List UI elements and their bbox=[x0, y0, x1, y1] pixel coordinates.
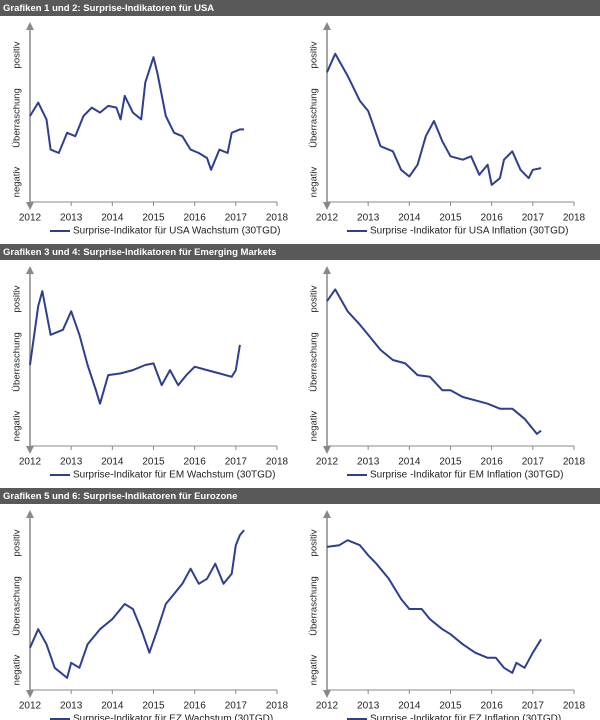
legend-label: Surprise-Indikator für USA Wachstum (30T… bbox=[73, 226, 280, 237]
x-tick-label: 2012 bbox=[19, 701, 42, 712]
x-tick-label: 2014 bbox=[101, 701, 124, 712]
x-tick-label: 2013 bbox=[357, 457, 380, 468]
x-tick-label: 2013 bbox=[357, 701, 380, 712]
x-tick-label: 2014 bbox=[101, 213, 124, 224]
x-tick-label: 2014 bbox=[398, 213, 421, 224]
legend-label: Surprise-Indikator für EZ Wachstum (30TG… bbox=[73, 714, 273, 720]
x-tick-label: 2015 bbox=[439, 457, 462, 468]
x-tick-label: 2014 bbox=[398, 457, 421, 468]
section-title: Grafiken 3 und 4: Surprise-Indikatoren f… bbox=[3, 247, 276, 258]
series-line bbox=[29, 529, 245, 679]
x-tick-label: 2018 bbox=[563, 213, 586, 224]
y-axis-label: positiv bbox=[12, 41, 23, 68]
series-line bbox=[326, 288, 542, 435]
x-tick-label: 2016 bbox=[481, 457, 504, 468]
x-tick-label: 2012 bbox=[19, 457, 42, 468]
arrow-up bbox=[323, 510, 331, 518]
legend-label: Surprise-Indikator für EM Wachstum (30TG… bbox=[73, 470, 275, 481]
series-line bbox=[326, 52, 542, 186]
x-tick-label: 2017 bbox=[225, 213, 248, 224]
x-tick-label: 2016 bbox=[481, 701, 504, 712]
x-tick-label: 2018 bbox=[266, 701, 289, 712]
arrow-up bbox=[26, 22, 34, 30]
x-tick-label: 2015 bbox=[439, 213, 462, 224]
x-tick-label: 2012 bbox=[316, 701, 339, 712]
y-axis-label: Überraschung bbox=[309, 576, 320, 636]
arrow-up bbox=[26, 266, 34, 274]
x-tick-label: 2015 bbox=[142, 457, 165, 468]
y-axis-label: positiv bbox=[309, 285, 320, 312]
y-axis-label: negativ bbox=[309, 410, 320, 441]
x-tick-label: 2014 bbox=[398, 701, 421, 712]
x-tick-label: 2018 bbox=[266, 213, 289, 224]
legend-label: Surprise -Indikator für EM Inflation (30… bbox=[370, 470, 563, 481]
x-tick-label: 2013 bbox=[60, 213, 83, 224]
arrow-up bbox=[323, 22, 331, 30]
section-header bbox=[0, 488, 600, 504]
y-axis-label: positiv bbox=[12, 285, 23, 312]
y-axis-label: Überraschung bbox=[12, 332, 23, 392]
x-tick-label: 2017 bbox=[225, 457, 248, 468]
x-tick-label: 2016 bbox=[184, 701, 207, 712]
series-line bbox=[326, 539, 542, 674]
x-tick-label: 2013 bbox=[60, 701, 83, 712]
x-tick-label: 2015 bbox=[439, 701, 462, 712]
x-tick-label: 2013 bbox=[357, 213, 380, 224]
x-tick-label: 2016 bbox=[481, 213, 504, 224]
y-axis-label: positiv bbox=[12, 529, 23, 556]
x-tick-label: 2017 bbox=[225, 701, 248, 712]
x-tick-label: 2016 bbox=[184, 213, 207, 224]
x-tick-label: 2012 bbox=[19, 213, 42, 224]
y-axis-label: Überraschung bbox=[309, 332, 320, 392]
arrow-up bbox=[323, 266, 331, 274]
x-tick-label: 2015 bbox=[142, 701, 165, 712]
y-axis-label: negativ bbox=[12, 410, 23, 441]
legend-label: Surprise -Indikator für USA Inflation (3… bbox=[370, 226, 568, 237]
y-axis-label: Überraschung bbox=[12, 88, 23, 148]
section-header bbox=[0, 244, 600, 260]
section-title: Grafiken 5 und 6: Surprise-Indikatoren f… bbox=[3, 491, 237, 502]
y-axis-label: negativ bbox=[12, 166, 23, 197]
arrow-up bbox=[26, 510, 34, 518]
x-tick-label: 2012 bbox=[316, 213, 339, 224]
x-tick-label: 2016 bbox=[184, 457, 207, 468]
y-axis-label: negativ bbox=[309, 166, 320, 197]
section-title: Grafiken 1 und 2: Surprise-Indikatoren f… bbox=[3, 3, 214, 14]
x-tick-label: 2014 bbox=[101, 457, 124, 468]
x-tick-label: 2015 bbox=[142, 213, 165, 224]
series-line bbox=[29, 290, 241, 405]
series-line bbox=[29, 56, 245, 171]
legend-label: Surprise -Indikator für EZ Inflation (30… bbox=[370, 714, 561, 720]
y-axis-label: Überraschung bbox=[12, 576, 23, 636]
x-tick-label: 2017 bbox=[522, 701, 545, 712]
section-header bbox=[0, 0, 600, 16]
y-axis-label: positiv bbox=[309, 41, 320, 68]
y-axis-label: Überraschung bbox=[309, 88, 320, 148]
y-axis-label: negativ bbox=[309, 654, 320, 685]
y-axis-label: positiv bbox=[309, 529, 320, 556]
x-tick-label: 2018 bbox=[266, 457, 289, 468]
x-tick-label: 2013 bbox=[60, 457, 83, 468]
y-axis-label: negativ bbox=[12, 654, 23, 685]
x-tick-label: 2018 bbox=[563, 457, 586, 468]
x-tick-label: 2012 bbox=[316, 457, 339, 468]
x-tick-label: 2017 bbox=[522, 213, 545, 224]
x-tick-label: 2018 bbox=[563, 701, 586, 712]
x-tick-label: 2017 bbox=[522, 457, 545, 468]
